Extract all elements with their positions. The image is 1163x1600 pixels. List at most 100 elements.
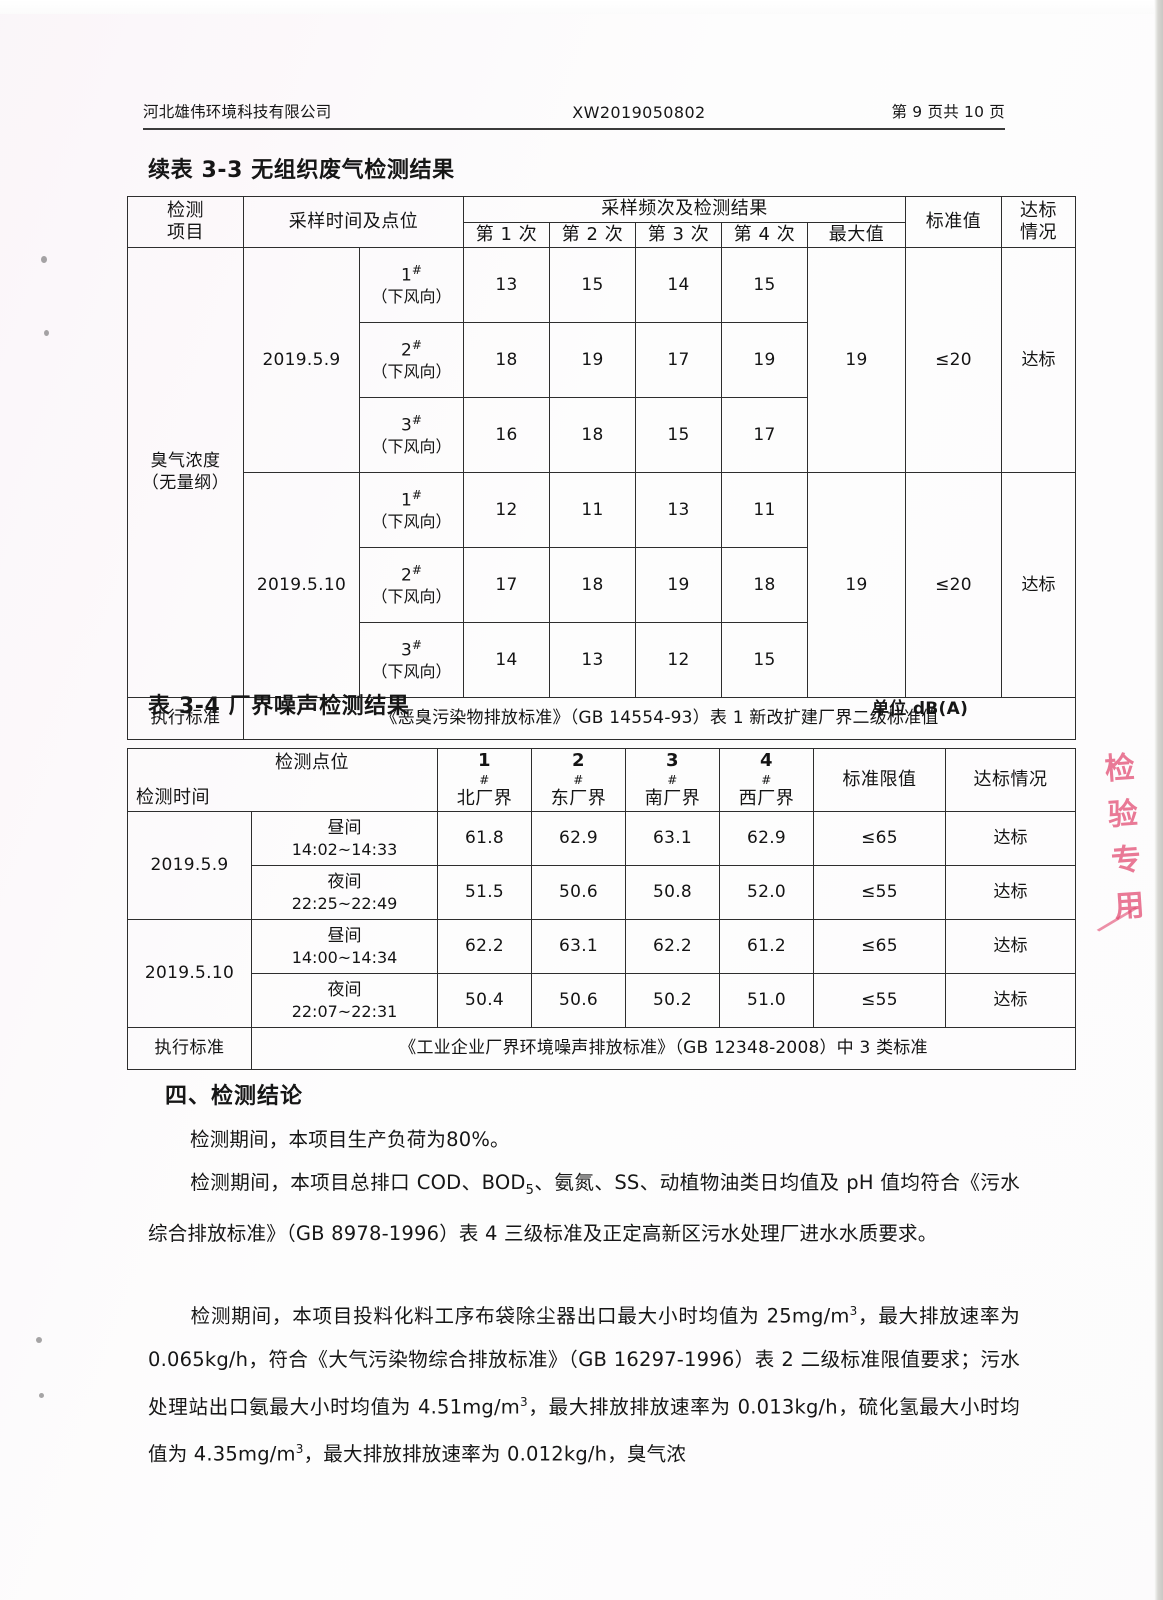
cell-value: 15 [721,247,808,324]
cell-value: 63.1 [625,811,720,867]
table-row: 2# （下风向） 17 18 19 18 [128,547,1076,624]
cell-status: 达标 [1001,472,1077,699]
period-label: 夜间 [327,872,362,893]
cell-value: 18 [549,547,636,624]
conclusion-heading: 四、检测结论 [165,1084,304,1109]
cell-value: 52.0 [719,865,814,921]
cell-value: 15 [721,622,808,699]
item-label-line1: 臭气浓度 [150,451,221,472]
point-direction: （下风向） [371,662,452,682]
col-header-group-results: 采样频次及检测结果 [462,196,907,223]
point-number: 3# [401,413,422,436]
cell-value: 51.0 [719,973,814,1029]
cell-value: 12 [463,472,550,549]
table-33-title: 续表 3-3 无组织废气检测结果 [148,158,455,183]
cell-value: 13 [463,247,550,324]
col-header-point-3: 3 # 南厂界 [625,747,720,813]
cell-status: 达标 [945,919,1076,975]
exec-standard-label: 执行标准 [127,697,244,741]
col-header-max: 最大值 [806,221,907,249]
cell-limit: ≤65 [813,919,946,975]
cell-value: 63.1 [531,919,626,975]
cell-value: 18 [463,322,550,399]
cell-value: 50.4 [437,973,532,1029]
row-header-item-label: 臭气浓度 （无量纲） [127,247,244,699]
col-header-item: 检测 项目 [127,195,244,249]
col-header-time-point: 采样时间及点位 [243,195,464,249]
col-header-standard: 标准值 [905,195,1003,249]
cell-point: 2# （下风向） [359,547,464,624]
cell-value: 12 [635,622,722,699]
cell-point: 1# （下风向） [359,472,464,549]
cell-value: 61.8 [437,811,532,867]
period-label: 昼间 [327,926,362,947]
scan-edge-top [0,0,1163,14]
point-2-number: 2 # [571,750,586,787]
cell-limit: ≤65 [813,811,946,867]
point-1-name: 北厂界 [456,787,513,809]
unit-exponent: 3 [295,1442,304,1456]
cell-point: 3# （下风向） [359,397,464,474]
cell-max: 19 [806,247,907,474]
cell-value: 13 [635,472,722,549]
cell-date: 2019.5.9 [127,811,252,921]
col-header-status: 达标情况 [945,747,1076,813]
cell-limit: ≤55 [813,973,946,1029]
cell-value: 51.5 [437,865,532,921]
cell-value: 11 [549,472,636,549]
cell-date: 2019.5.10 [127,919,252,1029]
bod-subscript: 5 [525,1182,535,1198]
col-header-status: 达标 情况 [1001,195,1077,249]
cell-value: 19 [635,547,722,624]
table-row: 臭气浓度 （无量纲） 2019.5.9 1# （下风向） 13 15 14 15… [127,247,1077,699]
scan-speck [41,256,47,263]
cell-value: 17 [463,547,550,624]
corner-label-point: 检测点位 [275,752,349,773]
col-header-limit: 标准限值 [813,747,946,813]
cell-value: 17 [721,397,808,474]
point-number: 2# [401,563,422,586]
cell-status: 达标 [945,865,1076,921]
table-row: 夜间 22:25~22:49 51.5 50.6 50.8 52.0 ≤55 达… [128,865,1076,921]
point-number: 1# [401,488,422,511]
col-header-run2: 第 2 次 [549,221,636,249]
col-header-point-4: 4 # 西厂界 [719,747,814,813]
period-time: 22:25~22:49 [291,893,398,913]
col-header-item-line1: 检测 [167,199,204,221]
col-header-corner: 检测点位 检测时间 [127,747,438,813]
cell-date: 2019.5.9 [243,247,360,474]
scan-speck [39,1393,44,1398]
cell-value: 18 [549,397,636,474]
scan-edge-right [1154,0,1163,1600]
col-header-run3: 第 3 次 [635,221,722,249]
cell-value: 62.2 [437,919,532,975]
conclusion-p2-part-a: 检测期间，本项目总排口 COD、BOD [190,1171,526,1194]
table-header-row: 检测 项目 采样时间及点位 采样频次及检测结果 标准值 达标 情况 [127,195,1077,249]
table-row: 2# （下风向） 18 19 17 19 [128,322,1076,399]
cell-period: 昼间 14:02~14:33 [251,811,438,867]
report-code: XW2019050802 [572,103,706,122]
point-direction: （下风向） [371,437,452,457]
point-number: 1# [401,263,422,286]
col-header-run4: 第 4 次 [721,221,808,249]
cell-value: 13 [549,622,636,699]
scan-speck [44,330,49,336]
conclusion-p3-part-c: ，最大排放排放速率为 0.013kg/h，硫化氢最大小时均值为 4.35mg/m [148,1395,1020,1466]
scan-speck [36,1337,42,1343]
cell-value: 62.2 [625,919,720,975]
cell-point: 3# （下风向） [359,622,464,699]
period-label: 昼间 [327,818,362,839]
table-row: 2019.5.9 昼间 14:02~14:33 61.8 62.9 63.1 6… [127,811,1076,921]
exec-standard-text: 《恶臭污染物排放标准》（GB 14554-93）表 1 新改扩建厂界二级标准值 [242,697,1077,741]
point-1-number: 1 # [477,750,492,787]
cell-status: 达标 [945,811,1076,867]
cell-value: 14 [635,247,722,324]
conclusion-paragraph-1: 检测期间，本项目生产负荷为80%。 [148,1118,1020,1161]
cell-value: 16 [463,397,550,474]
conclusion-p3-part-b: ，最大排放速率为 0.065kg/h，符合《大气污染物综合排放标准》（GB 16… [148,1304,1020,1419]
cell-value: 18 [721,547,808,624]
table-header-row: 检测点位 检测时间 1 # 北厂界 2 # 东厂界 3 # 南厂界 4 # 西厂界 [127,747,1076,813]
table-exec-standard-row: 执行标准 《工业企业厂界环境噪声排放标准》（GB 12348-2008）中 3 … [127,1027,1076,1071]
cell-max: 19 [806,472,907,699]
table-row: 2019.5.10 1# （下风向） 12 11 13 11 19 ≤20 达标 [128,472,1077,699]
